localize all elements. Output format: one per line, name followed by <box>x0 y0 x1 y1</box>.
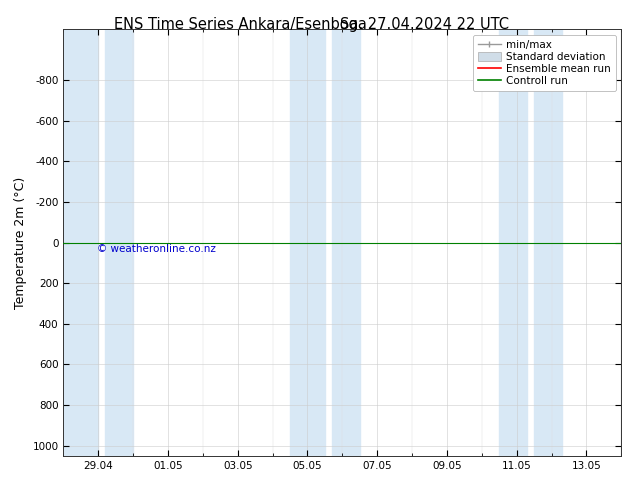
Text: ENS Time Series Ankara/Esenboga: ENS Time Series Ankara/Esenboga <box>115 17 367 32</box>
Text: © weatheronline.co.nz: © weatheronline.co.nz <box>97 244 216 254</box>
Bar <box>290 29 325 456</box>
Y-axis label: Temperature 2m (°C): Temperature 2m (°C) <box>14 176 27 309</box>
Bar <box>63 29 98 456</box>
Text: Sa. 27.04.2024 22 UTC: Sa. 27.04.2024 22 UTC <box>340 17 509 32</box>
Bar <box>534 29 562 456</box>
Bar <box>105 29 133 456</box>
Bar <box>500 29 527 456</box>
Bar <box>332 29 360 456</box>
Legend: min/max, Standard deviation, Ensemble mean run, Controll run: min/max, Standard deviation, Ensemble me… <box>473 35 616 91</box>
